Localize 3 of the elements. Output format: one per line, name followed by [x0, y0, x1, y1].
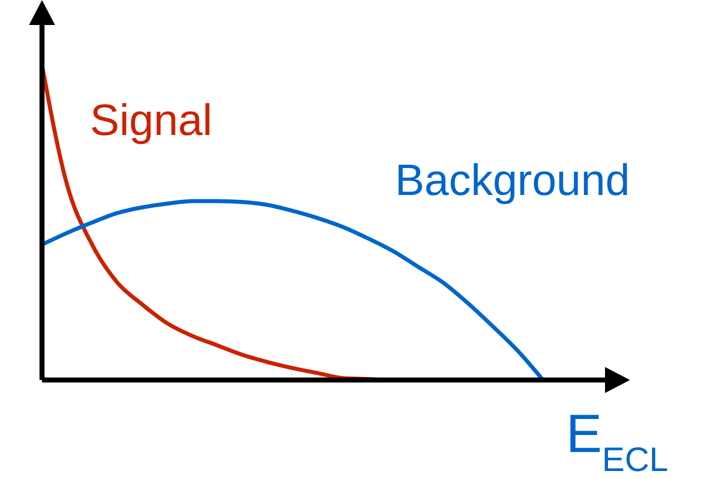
- series-label: Signal: [90, 96, 212, 145]
- series-label: Background: [395, 156, 630, 205]
- x-axis-title: E$_{ECL}$: [566, 404, 668, 479]
